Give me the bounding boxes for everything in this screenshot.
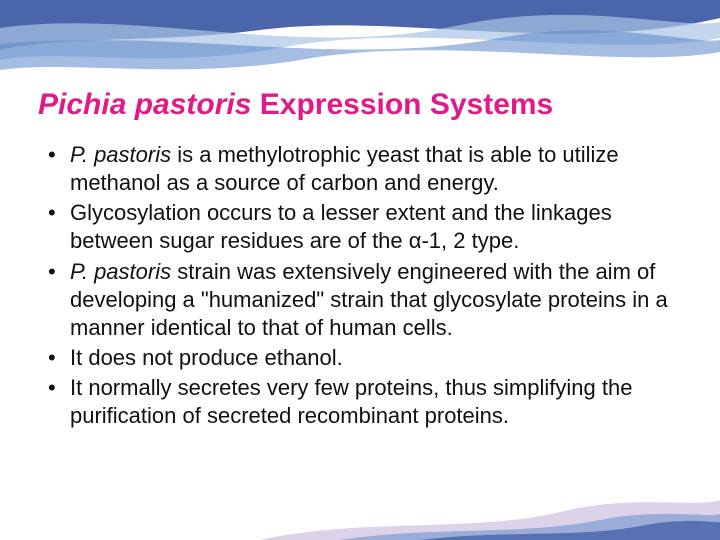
bullet-list: P. pastoris is a methylotrophic yeast th… xyxy=(38,141,682,431)
slide-title: Pichia pastoris Expression Systems xyxy=(38,88,682,121)
text-run: P. pastoris xyxy=(70,142,171,167)
list-item: It normally secretes very few proteins, … xyxy=(42,374,682,430)
text-run: It does not produce ethanol. xyxy=(70,345,343,370)
text-run: It normally secretes very few proteins, … xyxy=(70,375,632,428)
text-run: P. pastoris xyxy=(70,259,177,284)
list-item: Glycosylation occurs to a lesser extent … xyxy=(42,199,682,255)
list-item: P. pastoris is a methylotrophic yeast th… xyxy=(42,141,682,197)
decorative-wave-bottom xyxy=(0,470,720,540)
list-item: It does not produce ethanol. xyxy=(42,344,682,372)
slide-content: Pichia pastoris Expression Systems P. pa… xyxy=(38,88,682,433)
text-run: Glycosylation occurs to a lesser extent … xyxy=(70,200,612,253)
decorative-wave-top xyxy=(0,0,720,90)
title-run: Pichia pastoris xyxy=(38,88,251,121)
title-run: Expression Systems xyxy=(251,88,553,121)
list-item: P. pastoris strain was extensively engin… xyxy=(42,258,682,342)
